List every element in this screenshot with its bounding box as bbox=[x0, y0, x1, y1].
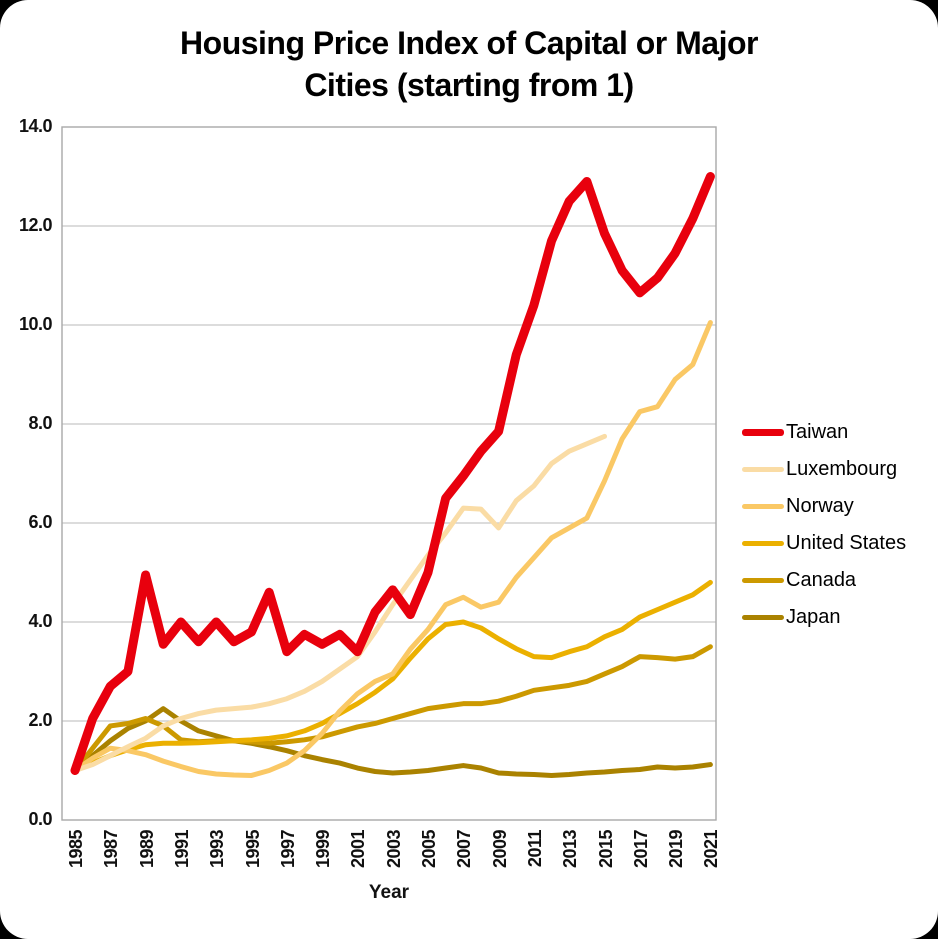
legend: Taiwan Luxembourg Norway United States Canad… bbox=[742, 419, 906, 641]
legend-swatch bbox=[742, 540, 784, 546]
series-line-norway bbox=[72, 320, 713, 778]
legend-swatch bbox=[742, 577, 784, 583]
x-tick-label: 2019 bbox=[666, 830, 687, 869]
series-line-taiwan bbox=[70, 172, 715, 775]
x-tick-label: 2011 bbox=[524, 830, 545, 868]
legend-item-norway: Norway bbox=[742, 493, 906, 519]
legend-item-united-states: United States bbox=[742, 530, 906, 556]
x-tick-label: 2013 bbox=[560, 830, 581, 869]
x-tick-label: 1997 bbox=[277, 830, 298, 869]
legend-swatch bbox=[742, 428, 784, 436]
legend-label: Japan bbox=[786, 605, 841, 628]
x-tick-label: 2001 bbox=[348, 830, 369, 869]
x-tick-label: 2007 bbox=[454, 830, 475, 869]
legend-item-taiwan: Taiwan bbox=[742, 419, 906, 445]
x-tick-label: 2017 bbox=[630, 830, 651, 869]
plot-border bbox=[61, 126, 717, 821]
y-tick-label: 10.0 bbox=[18, 314, 53, 334]
legend-item-canada: Canada bbox=[742, 567, 906, 593]
series-line-luxembourg bbox=[72, 433, 607, 773]
x-tick-label: 2005 bbox=[419, 830, 439, 869]
y-tick-label: 2.0 bbox=[28, 710, 52, 730]
x-tick-label: 1991 bbox=[171, 830, 192, 869]
x-axis-title: Year bbox=[368, 882, 410, 903]
legend-label: Canada bbox=[786, 568, 857, 591]
x-tick-label: 2009 bbox=[489, 830, 510, 869]
legend-swatch bbox=[742, 614, 784, 620]
y-tick-label: 14.0 bbox=[18, 116, 53, 136]
y-tick-label: 12.0 bbox=[18, 215, 53, 235]
x-tick-label: 1987 bbox=[101, 830, 122, 869]
legend-label: Taiwan bbox=[786, 420, 849, 443]
x-tick-label: 1995 bbox=[242, 830, 263, 869]
legend-swatch bbox=[742, 503, 784, 509]
legend-label: Norway bbox=[786, 494, 854, 517]
x-tick-label: 1989 bbox=[136, 830, 157, 869]
y-tick-label: 0.0 bbox=[28, 809, 52, 829]
legend-label: Luxembourg bbox=[786, 457, 898, 480]
chart-title: Housing Price Index of Capital or Major … bbox=[180, 25, 758, 104]
x-tick-label: 1999 bbox=[313, 830, 334, 869]
series-line-united-states bbox=[72, 579, 713, 773]
x-tick-label: 1985 bbox=[66, 830, 86, 869]
legend-item-japan: Japan bbox=[742, 604, 906, 630]
y-tick-label: 6.0 bbox=[28, 512, 52, 532]
legend-swatch bbox=[742, 466, 784, 472]
x-tick-label: 2015 bbox=[595, 830, 616, 869]
y-tick-label: 4.0 bbox=[28, 611, 52, 631]
y-tick-label: 8.0 bbox=[28, 413, 52, 433]
x-tick-label: 1993 bbox=[207, 830, 228, 869]
series-line-canada bbox=[72, 644, 713, 773]
x-tick-label: 2003 bbox=[383, 830, 404, 869]
legend-label: United States bbox=[786, 531, 907, 554]
x-tick-label: 2021 bbox=[701, 830, 722, 869]
legend-item-luxembourg: Luxembourg bbox=[742, 456, 906, 482]
